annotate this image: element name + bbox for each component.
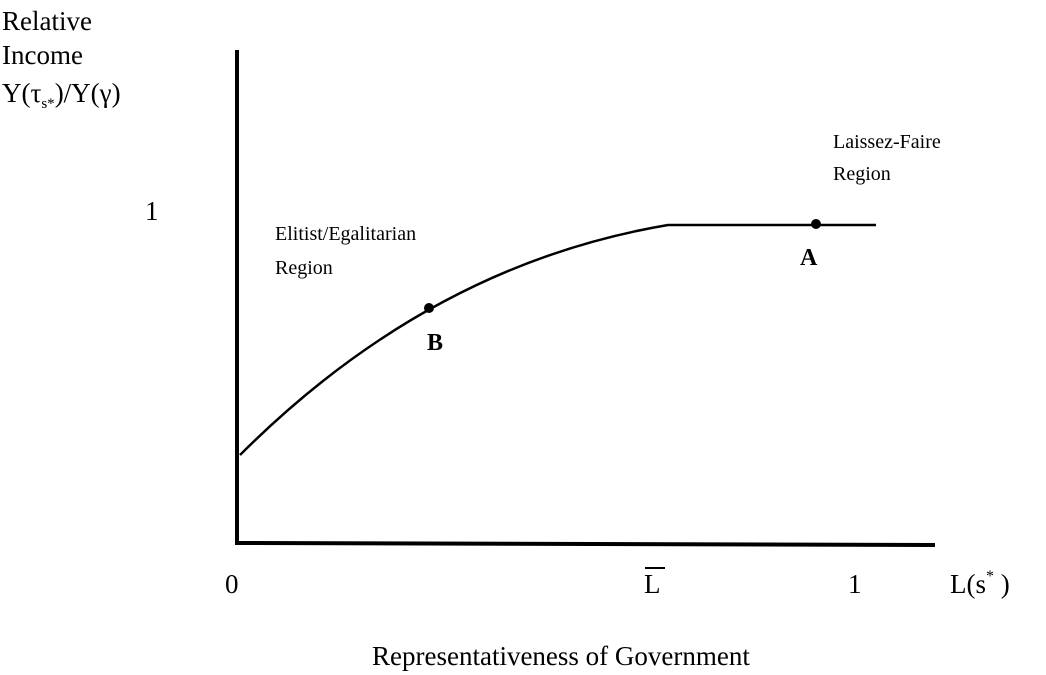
y-label-ratio: Y(τs*)/Y(γ) — [2, 78, 121, 112]
x-threshold: L — [644, 569, 661, 599]
point-label: B — [427, 330, 443, 356]
x-label-sup: * — [986, 568, 994, 585]
ratio-subscript: s* — [41, 96, 54, 112]
x-label-prefix: L(s — [950, 569, 986, 599]
region-label: Elitist/Egalitarian — [275, 223, 416, 245]
point-b — [424, 303, 434, 313]
region-label: Laissez-Faire — [833, 131, 941, 153]
x-title: Representativeness of Government — [372, 641, 750, 671]
income-curve — [239, 223, 876, 456]
y-tick: 1 — [145, 196, 159, 226]
region-label: Region — [833, 163, 891, 185]
y-label-line: Income — [2, 40, 83, 70]
x-axis — [234, 541, 936, 547]
region-label: Region — [275, 257, 333, 279]
x-label: L(s* ) — [950, 568, 1010, 599]
x-origin: 0 — [225, 569, 239, 599]
ratio-suffix: )/Y(γ) — [55, 78, 121, 108]
y-label-line: Relative — [2, 6, 92, 36]
point-label: A — [800, 245, 818, 271]
point-a — [811, 219, 821, 229]
x-tick: 1 — [848, 569, 862, 599]
ratio-prefix: Y(τ — [2, 78, 41, 108]
x-label-suffix: ) — [994, 569, 1010, 599]
